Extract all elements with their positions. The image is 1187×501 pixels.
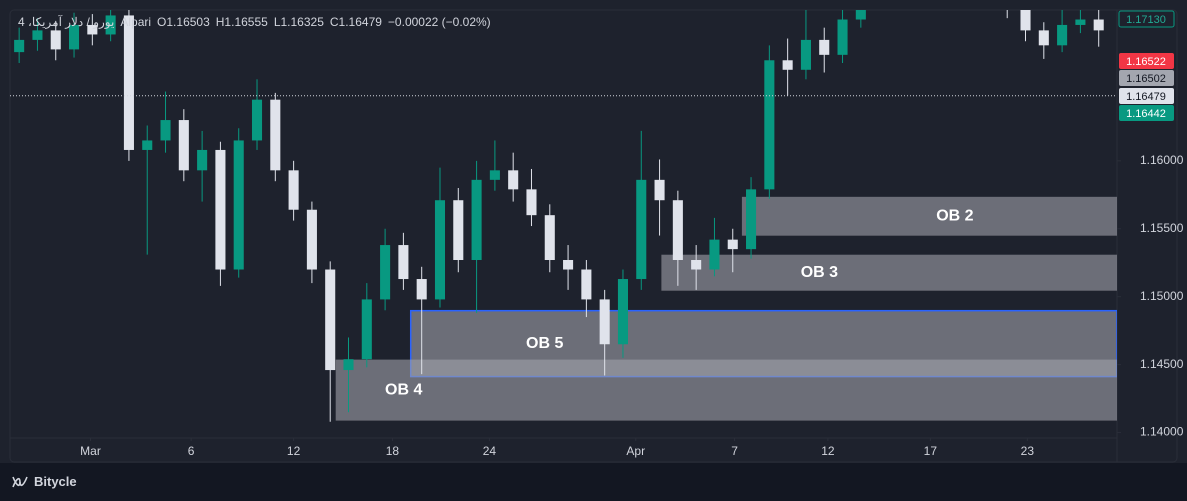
candle-body — [453, 200, 464, 261]
candle-body — [361, 299, 372, 360]
x-tick-label: 7 — [731, 444, 738, 458]
candle-body — [672, 200, 683, 261]
candle-body — [215, 149, 226, 270]
candle-body — [233, 140, 244, 270]
y-tick-label: 1.15500 — [1140, 221, 1184, 235]
x-tick-label: 23 — [1021, 444, 1035, 458]
candle-body — [855, 10, 866, 20]
candle-body — [471, 179, 482, 261]
x-tick-label: 12 — [287, 444, 301, 458]
plot: OB 2 OB 3 OB 5 OB 4 — [10, 10, 1117, 422]
y-tick-label: 1.16000 — [1140, 153, 1184, 167]
order-block — [661, 254, 1117, 291]
y-tick-label: 1.14000 — [1140, 425, 1184, 439]
price-label: 1.16479 — [1126, 91, 1166, 103]
broker: Alpari — [120, 15, 152, 29]
order-block-label: OB 3 — [801, 264, 838, 281]
candle-body — [526, 189, 537, 216]
chart-frame — [9, 9, 1178, 463]
y-tick-label: 1.15000 — [1140, 289, 1184, 303]
candle-body — [691, 260, 702, 270]
ohlc: C1.16479 — [329, 15, 382, 29]
symbol-header: یورو / دلار آمریکا، 4 Alpari O1.16503 H1… — [18, 15, 491, 29]
footer: Bitycle — [12, 474, 77, 489]
price-label-bg — [1119, 88, 1174, 104]
change: −0.00022 (−0.02%) — [387, 15, 491, 29]
candle-body — [87, 24, 98, 35]
candle-body — [563, 260, 574, 270]
ohlc: L1.16325 — [273, 15, 324, 29]
candle-body — [197, 149, 208, 171]
candle-body — [398, 245, 409, 280]
candle-body — [1020, 10, 1031, 31]
candle-body — [325, 269, 336, 371]
candle-body — [581, 269, 592, 300]
candle-body — [819, 39, 830, 55]
candle-body — [50, 30, 61, 50]
order-block-label: OB 5 — [526, 335, 563, 352]
price-label-bg — [1119, 70, 1174, 86]
candle-body — [1075, 19, 1086, 25]
candle-body — [251, 99, 263, 141]
price-label: 1.16522 — [1126, 56, 1166, 68]
candle-body — [178, 120, 189, 171]
candle-body — [434, 200, 446, 300]
price-label-bg — [1119, 105, 1174, 121]
price-label: 1.17130 — [1126, 14, 1166, 26]
x-tick-label: 24 — [483, 444, 497, 458]
candle-body — [14, 39, 25, 53]
order-block — [741, 196, 1117, 236]
candle-body — [160, 120, 171, 141]
candle-body — [800, 39, 811, 70]
brand: Bitycle — [34, 474, 77, 489]
x-tick-label: Mar — [80, 444, 101, 458]
ohlc: O1.16503 — [157, 15, 210, 29]
candle-body — [416, 279, 427, 300]
candle-body — [727, 239, 738, 250]
candle-body — [764, 60, 775, 190]
price-label-bg — [1119, 53, 1174, 69]
price-label: 1.16442 — [1126, 108, 1166, 120]
candle-body — [69, 24, 80, 50]
candle-body — [617, 279, 628, 345]
ohlc: H1.16555 — [215, 15, 268, 29]
candle-body — [32, 30, 43, 40]
candle-body — [746, 189, 757, 250]
candle-body — [288, 170, 299, 210]
y-tick-label: 1.14500 — [1140, 357, 1184, 371]
candle-body — [1093, 19, 1104, 31]
candle-body — [599, 299, 610, 345]
candle-body — [105, 15, 116, 35]
candle-body — [782, 60, 793, 70]
candle-body — [654, 179, 665, 201]
candle-body — [508, 170, 519, 190]
candle-body — [270, 99, 281, 171]
candle-body — [306, 209, 317, 270]
x-tick-label: 6 — [188, 444, 195, 458]
candle-body — [837, 19, 848, 55]
order-block-label: OB 4 — [385, 381, 422, 398]
candle-body — [636, 179, 647, 280]
candle-body — [544, 215, 555, 261]
x-tick-label: 17 — [924, 444, 938, 458]
candle-body — [123, 15, 134, 150]
candle-body — [142, 140, 153, 150]
candle-body — [709, 239, 720, 270]
x-tick-label: 12 — [821, 444, 835, 458]
x-tick-label: 18 — [386, 444, 400, 458]
candle-body — [489, 170, 500, 180]
x-tick-label: Apr — [626, 444, 645, 458]
logo — [12, 476, 28, 487]
order-block — [335, 359, 1117, 421]
candle-body — [1038, 30, 1049, 46]
order-block-label: OB 2 — [936, 207, 973, 224]
price-label-bg — [1118, 10, 1175, 28]
symbol: یورو / دلار آمریکا، 4 — [18, 15, 115, 29]
candle-body — [343, 359, 354, 371]
candle-body — [1057, 24, 1068, 46]
price-label: 1.16502 — [1126, 73, 1166, 85]
candle-body — [380, 245, 391, 300]
